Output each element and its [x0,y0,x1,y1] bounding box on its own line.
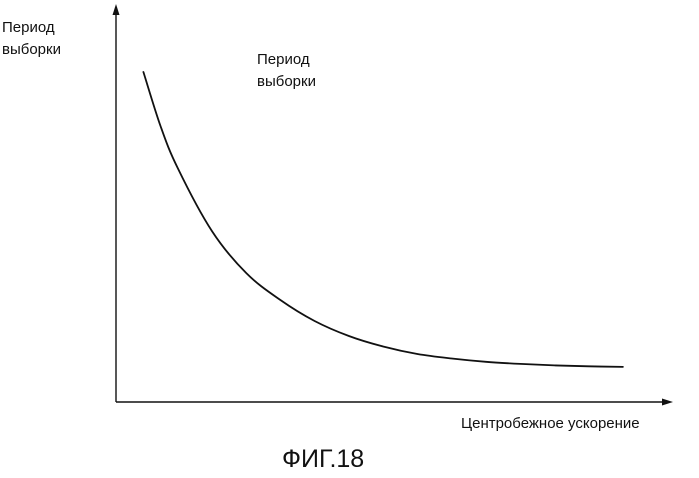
x-axis-label: Центробежное ускорение [461,414,640,433]
y-axis-arrow-icon [113,4,120,15]
figure-caption: ФИГ.18 [282,444,364,474]
x-axis-arrow-icon [662,399,673,406]
y-axis-label: Период [2,18,55,37]
data-series-line [143,72,623,367]
y-axis-label: выборки [2,40,61,59]
series-label: выборки [257,72,316,91]
series-label: Период [257,50,310,69]
